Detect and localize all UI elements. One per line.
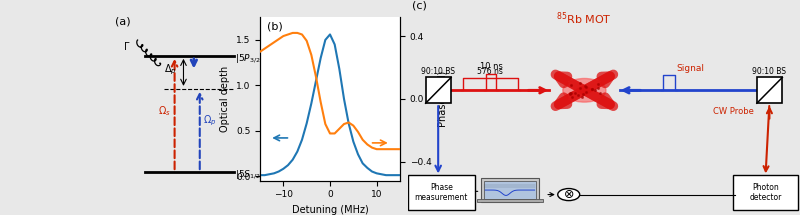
Text: (c): (c) bbox=[412, 1, 426, 11]
FancyBboxPatch shape bbox=[426, 77, 451, 103]
Text: $\otimes$: $\otimes$ bbox=[563, 188, 574, 201]
Text: $\Omega_p$: $\Omega_p$ bbox=[203, 114, 217, 128]
FancyBboxPatch shape bbox=[734, 175, 798, 210]
FancyBboxPatch shape bbox=[477, 199, 543, 202]
Text: $|5P_{3/2}\rangle$: $|5P_{3/2}\rangle$ bbox=[235, 52, 264, 65]
FancyBboxPatch shape bbox=[408, 175, 474, 210]
Circle shape bbox=[563, 78, 606, 102]
Text: (b): (b) bbox=[267, 21, 282, 31]
Text: 90:10 BS: 90:10 BS bbox=[753, 67, 786, 76]
Text: Phase
measurement: Phase measurement bbox=[414, 183, 468, 202]
Text: Signal: Signal bbox=[676, 64, 704, 73]
Text: CW Probe: CW Probe bbox=[713, 107, 754, 116]
X-axis label: Detuning (MHz): Detuning (MHz) bbox=[292, 205, 368, 215]
Text: $\Gamma$: $\Gamma$ bbox=[123, 40, 130, 52]
Text: 10 ns: 10 ns bbox=[480, 62, 502, 71]
Y-axis label: Phase (rad): Phase (rad) bbox=[437, 71, 447, 127]
Text: $^{85}$Rb MOT: $^{85}$Rb MOT bbox=[557, 11, 612, 27]
Text: $\Omega_s$: $\Omega_s$ bbox=[158, 104, 170, 118]
FancyBboxPatch shape bbox=[481, 178, 539, 202]
FancyBboxPatch shape bbox=[757, 77, 782, 103]
Text: Photon
detector: Photon detector bbox=[750, 183, 782, 202]
FancyBboxPatch shape bbox=[484, 181, 536, 199]
Y-axis label: Optical depth: Optical depth bbox=[220, 66, 230, 132]
Text: 576 ns: 576 ns bbox=[478, 67, 503, 76]
Text: $\Delta_p$: $\Delta_p$ bbox=[164, 63, 177, 77]
Text: $|5S_{1/2}\rangle$: $|5S_{1/2}\rangle$ bbox=[235, 169, 265, 181]
Circle shape bbox=[558, 189, 580, 201]
Text: (a): (a) bbox=[115, 17, 131, 27]
Text: 90:10 BS: 90:10 BS bbox=[421, 67, 455, 76]
